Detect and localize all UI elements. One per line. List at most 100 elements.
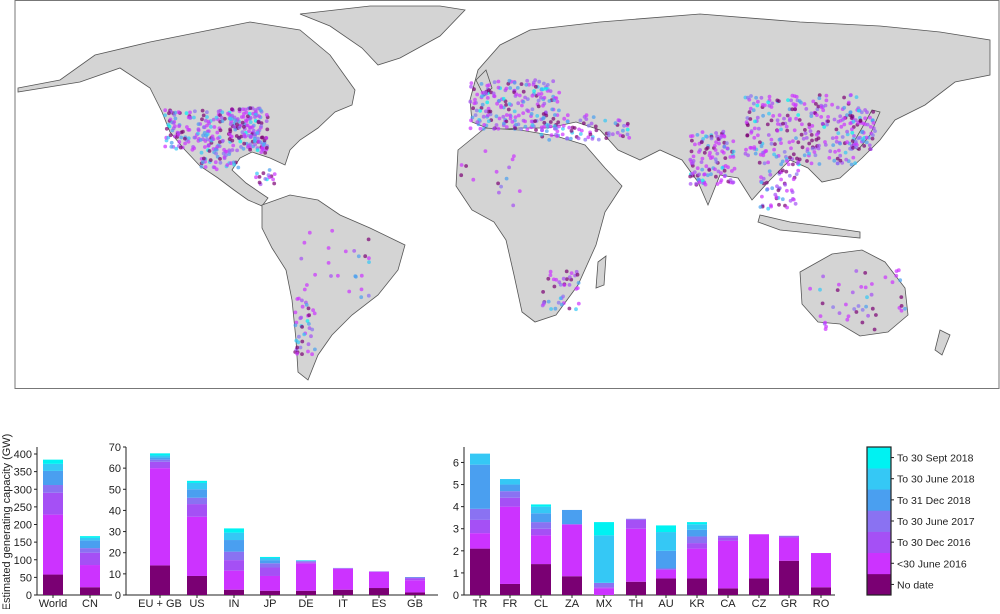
plant-marker bbox=[507, 108, 511, 112]
plant-marker bbox=[256, 148, 260, 152]
plant-marker bbox=[557, 280, 561, 284]
plant-marker bbox=[860, 130, 864, 134]
plant-marker bbox=[865, 136, 869, 140]
y-tick-label: 0 bbox=[115, 590, 121, 602]
plant-marker bbox=[855, 310, 859, 314]
plant-marker bbox=[518, 94, 522, 98]
plant-marker bbox=[262, 171, 266, 175]
plant-marker bbox=[781, 122, 785, 126]
plant-marker bbox=[611, 132, 615, 136]
plant-marker bbox=[537, 99, 541, 103]
plant-marker bbox=[874, 313, 878, 317]
plant-marker bbox=[367, 294, 371, 298]
category-label: CL bbox=[534, 598, 548, 609]
plant-marker bbox=[854, 140, 858, 144]
plant-marker bbox=[552, 117, 556, 121]
plant-marker bbox=[259, 124, 263, 128]
bar-segment bbox=[80, 553, 100, 565]
plant-marker bbox=[844, 151, 848, 155]
bar-segment bbox=[779, 536, 799, 537]
bar-segment bbox=[562, 576, 582, 595]
bar-segment bbox=[500, 584, 520, 595]
plant-marker bbox=[785, 206, 789, 210]
plant-marker bbox=[567, 126, 571, 130]
category-label: FR bbox=[503, 598, 518, 609]
plant-marker bbox=[754, 152, 758, 156]
bar-segment bbox=[470, 520, 490, 533]
y-tick-label: 200 bbox=[14, 520, 32, 532]
plant-marker bbox=[511, 158, 515, 162]
bar-segment bbox=[470, 509, 490, 520]
bar-segment bbox=[687, 522, 707, 524]
plant-marker bbox=[849, 93, 853, 97]
plant-marker bbox=[859, 285, 863, 289]
plant-marker bbox=[897, 268, 901, 272]
legend-swatch bbox=[867, 532, 891, 553]
plant-marker bbox=[692, 159, 696, 163]
bar-segment bbox=[80, 538, 100, 540]
plant-marker bbox=[205, 115, 209, 119]
plant-marker bbox=[833, 150, 837, 154]
plant-marker bbox=[723, 156, 727, 160]
plant-marker bbox=[550, 108, 554, 112]
plant-marker bbox=[219, 161, 223, 165]
plant-marker bbox=[247, 129, 251, 133]
plant-marker bbox=[591, 137, 595, 141]
plant-marker bbox=[791, 163, 795, 167]
plant-marker bbox=[899, 295, 903, 299]
plant-marker bbox=[798, 99, 802, 103]
plant-marker bbox=[778, 138, 782, 142]
plant-marker bbox=[850, 116, 854, 120]
plant-marker bbox=[589, 133, 593, 137]
plant-marker bbox=[723, 174, 727, 178]
plant-marker bbox=[242, 115, 246, 119]
plant-marker bbox=[172, 121, 176, 125]
plant-marker bbox=[367, 256, 371, 260]
plant-marker bbox=[803, 102, 807, 106]
plant-marker bbox=[717, 170, 721, 174]
plant-marker bbox=[770, 142, 774, 146]
plant-marker bbox=[817, 96, 821, 100]
plant-marker bbox=[753, 120, 757, 124]
plant-marker bbox=[347, 290, 351, 294]
category-label: CA bbox=[720, 598, 736, 609]
plant-marker bbox=[789, 146, 793, 150]
bar-segment bbox=[531, 529, 551, 536]
bar-segment bbox=[43, 485, 63, 493]
plant-marker bbox=[472, 87, 476, 91]
bar-segment bbox=[500, 507, 520, 584]
plant-marker bbox=[863, 116, 867, 120]
plant-marker bbox=[772, 153, 776, 157]
plant-marker bbox=[810, 162, 814, 166]
plant-marker bbox=[486, 96, 490, 100]
plant-marker bbox=[548, 99, 552, 103]
plant-marker bbox=[555, 134, 559, 138]
plant-marker bbox=[562, 124, 566, 128]
plant-marker bbox=[627, 136, 631, 140]
plant-marker bbox=[300, 325, 304, 329]
plant-marker bbox=[207, 144, 211, 148]
bar-segment bbox=[224, 571, 244, 590]
plant-marker bbox=[294, 339, 298, 343]
plant-marker bbox=[557, 125, 561, 129]
plant-marker bbox=[508, 102, 512, 106]
plant-marker bbox=[763, 161, 767, 165]
plant-marker bbox=[253, 115, 257, 119]
plant-marker bbox=[344, 250, 348, 254]
bar-segment bbox=[333, 590, 353, 595]
plant-marker bbox=[845, 130, 849, 134]
plant-marker bbox=[779, 178, 783, 182]
plant-marker bbox=[485, 84, 489, 88]
plant-marker bbox=[696, 133, 700, 137]
plant-marker bbox=[725, 141, 729, 145]
plant-marker bbox=[531, 94, 535, 98]
plant-marker bbox=[313, 348, 317, 352]
plant-marker bbox=[200, 117, 204, 121]
bar-segment bbox=[260, 557, 280, 558]
bar-segment bbox=[187, 517, 207, 576]
plant-marker bbox=[827, 156, 831, 160]
plant-marker bbox=[265, 113, 269, 117]
plant-marker bbox=[693, 143, 697, 147]
